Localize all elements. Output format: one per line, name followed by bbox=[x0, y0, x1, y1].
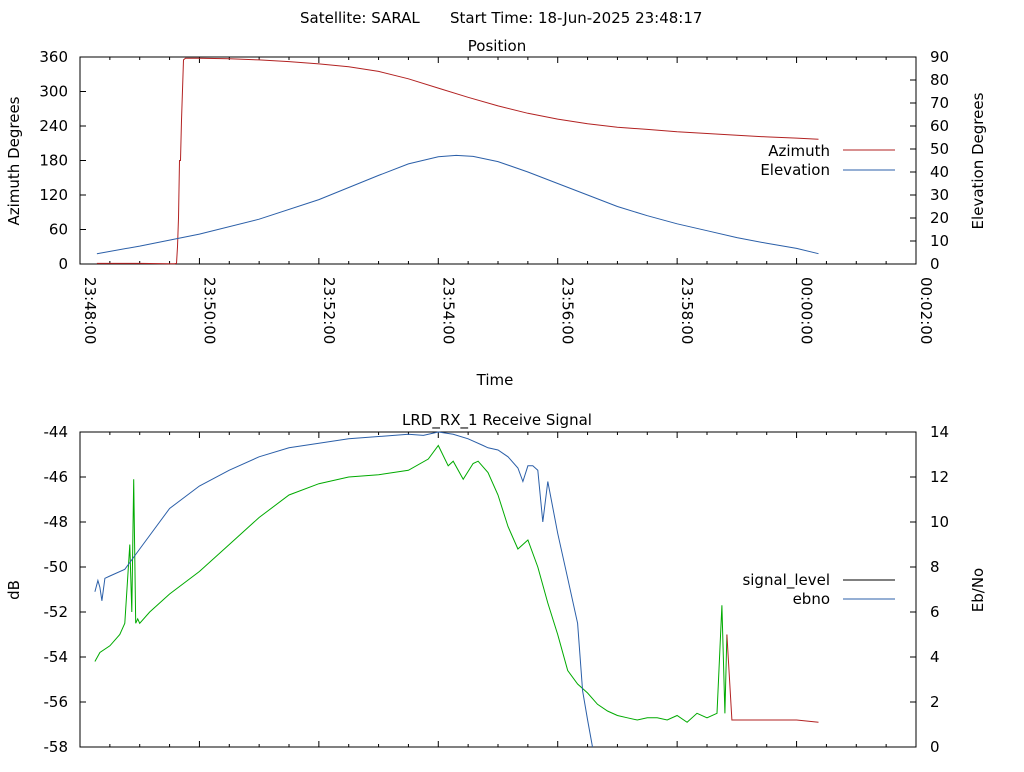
receive-signal-title: LRD_RX_1 Receive Signal bbox=[402, 411, 592, 430]
x-tick-label: 23:56:00 bbox=[559, 277, 577, 344]
satellite-label: Satellite: SARAL bbox=[300, 9, 420, 27]
y-tick-label: -54 bbox=[44, 648, 69, 666]
y-tick-label: -52 bbox=[44, 603, 69, 621]
legend-ebno-label: ebno bbox=[793, 590, 830, 608]
x-tick-label: 23:52:00 bbox=[320, 277, 338, 344]
x-tick-label: 00:02:00 bbox=[917, 277, 935, 344]
y-tick-label: 240 bbox=[39, 117, 68, 135]
position-title: Position bbox=[468, 37, 526, 55]
receive-signal-series bbox=[94, 431, 819, 748]
position-series bbox=[96, 57, 819, 265]
y-tick-label: -46 bbox=[44, 468, 69, 486]
y2-tick-label: 20 bbox=[930, 209, 949, 227]
y-tick-label: 360 bbox=[39, 48, 68, 66]
y2-tick-label: 14 bbox=[930, 423, 949, 441]
legend-elevation-label: Elevation bbox=[760, 161, 830, 179]
y-tick-label: 60 bbox=[49, 221, 68, 239]
ebno-axis: 0 2 4 6 8 10 12 14 bbox=[910, 423, 949, 756]
y-tick-label: 120 bbox=[39, 186, 68, 204]
elevation-axis-label: Elevation Degrees bbox=[969, 92, 987, 229]
signal-legend: signal_level ebno bbox=[742, 571, 895, 608]
position-right-axis: 0 10 20 30 40 50 60 70 80 90 bbox=[910, 48, 949, 273]
y2-tick-label: 80 bbox=[930, 71, 949, 89]
y2-tick-label: 2 bbox=[930, 693, 940, 711]
x-tick-label: 23:50:00 bbox=[200, 277, 218, 344]
y2-tick-label: 70 bbox=[930, 94, 949, 112]
signal-time-axis bbox=[79, 432, 917, 747]
x-tick-label: 23:54:00 bbox=[439, 277, 457, 344]
y2-tick-label: 0 bbox=[930, 255, 940, 273]
y-tick-label: -56 bbox=[44, 693, 69, 711]
y2-tick-label: 10 bbox=[930, 513, 949, 531]
x-tick-label: 00:00:00 bbox=[798, 277, 816, 344]
x-tick-label: 23:58:00 bbox=[678, 277, 696, 344]
y-tick-label: -50 bbox=[44, 558, 69, 576]
x-tick-label: 23:48:00 bbox=[81, 277, 99, 344]
ebno-axis-label: Eb/No bbox=[969, 568, 987, 612]
y-tick-label: 0 bbox=[58, 255, 68, 273]
legend-azimuth-label: Azimuth bbox=[768, 142, 830, 160]
y-tick-label: 300 bbox=[39, 83, 68, 101]
y2-tick-label: 0 bbox=[930, 738, 940, 756]
y2-tick-label: 50 bbox=[930, 140, 949, 158]
position-time-axis: 23:48:00 23:50:00 23:52:00 23:54:00 23:56:00… bbox=[79, 57, 935, 344]
receive-signal-plot-frame bbox=[79, 431, 917, 748]
position-left-axis: 0 60 120 180 240 300 360 bbox=[39, 48, 86, 273]
y2-tick-label: 6 bbox=[930, 603, 940, 621]
y2-tick-label: 90 bbox=[930, 48, 949, 66]
y2-tick-label: 40 bbox=[930, 163, 949, 181]
azimuth-axis-label: Azimuth Degrees bbox=[5, 96, 23, 225]
y2-tick-label: 8 bbox=[930, 558, 940, 576]
azimuth-line bbox=[96, 57, 819, 265]
db-axis-label: dB bbox=[5, 580, 23, 600]
y-tick-label: 180 bbox=[39, 152, 68, 170]
start-time-label: Start Time: 18-Jun-2025 23:48:17 bbox=[450, 9, 702, 27]
y2-tick-label: 60 bbox=[930, 117, 949, 135]
position-plot: Position 0 60 120 180 240 300 360 0 10 20 30 40 50 6… bbox=[5, 37, 987, 389]
y2-tick-label: 10 bbox=[930, 232, 949, 250]
receive-signal-plot: LRD_RX_1 Receive Signal -44-46-48-50-52-… bbox=[5, 411, 987, 756]
y-tick-label: -44 bbox=[44, 423, 69, 441]
signal-db-axis: -44 -46 -48 -50 -52 -54 -56 -58 bbox=[44, 423, 86, 756]
signal-level-tail-line bbox=[726, 634, 819, 723]
position-legend: Azimuth Elevation bbox=[760, 142, 895, 179]
elevation-line bbox=[96, 154, 819, 255]
signal-level-line bbox=[94, 444, 728, 723]
legend-signal-level-label: signal_level bbox=[742, 571, 830, 590]
y2-tick-label: 4 bbox=[930, 648, 940, 666]
y-tick-label: -58 bbox=[44, 738, 69, 756]
ebno-line bbox=[94, 431, 593, 748]
y-tick-label: -48 bbox=[44, 513, 69, 531]
y2-tick-label: 12 bbox=[930, 468, 949, 486]
y2-tick-label: 30 bbox=[930, 186, 949, 204]
time-axis-label: Time bbox=[476, 371, 514, 389]
